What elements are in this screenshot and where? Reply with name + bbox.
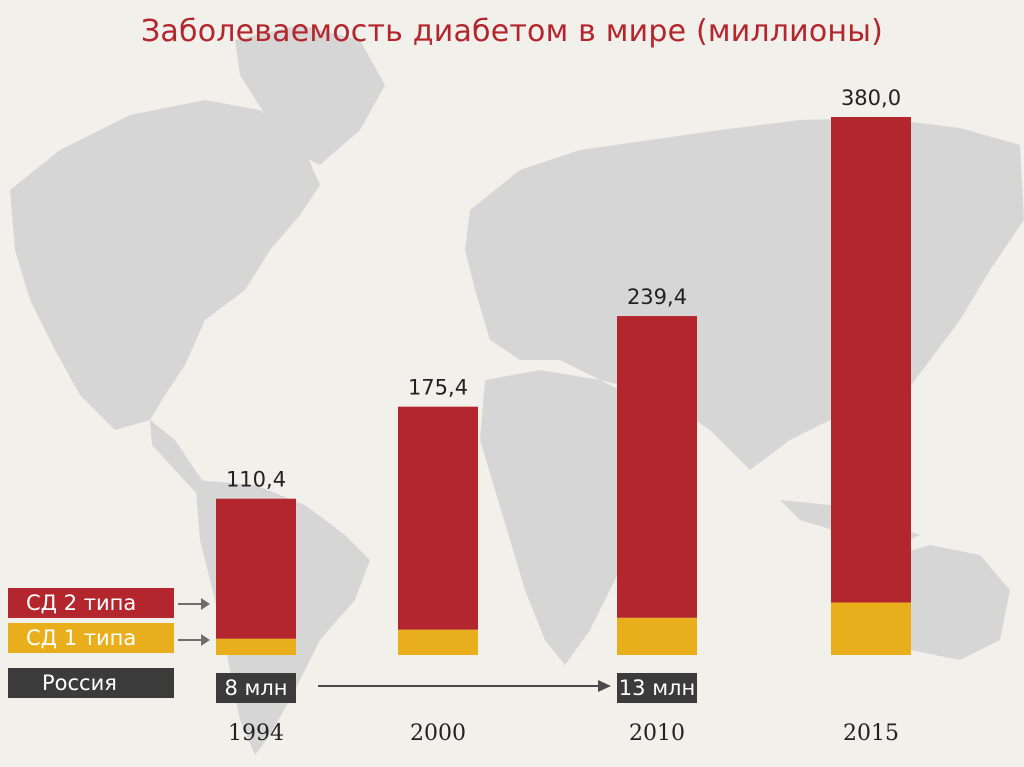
chart-title: Заболеваемость диабетом в мире (миллионы… <box>141 14 883 49</box>
total-label-2015: 380,0 <box>841 86 901 110</box>
year-label-2010: 2010 <box>629 721 685 746</box>
legend-type2: СД 2 типа <box>8 588 174 618</box>
bars-layer <box>216 117 911 655</box>
bar-segment-type2-2000 <box>398 406 478 630</box>
year-label-1994: 1994 <box>228 721 284 746</box>
legend-type2-arrow <box>178 598 210 610</box>
legend-russia-label: Россия <box>42 671 117 695</box>
total-label-1994: 110,4 <box>226 468 286 492</box>
bar-segment-type2-2015 <box>831 117 911 603</box>
bar-segment-type1-2015 <box>831 602 911 655</box>
bar-segment-type1-2000 <box>398 629 478 655</box>
north-america-shape <box>10 100 320 430</box>
australia-shape <box>880 545 1010 660</box>
labels-layer: 110,4 1994 175,4 2000 239,4 2010 380,0 2015 <box>226 86 901 746</box>
bar-segment-type2-2010 <box>617 316 697 618</box>
legend-type1-label: СД 1 типа <box>26 626 137 650</box>
total-label-2010: 239,4 <box>627 285 687 309</box>
year-label-2000: 2000 <box>410 721 466 746</box>
legend-type1-arrow <box>178 634 210 646</box>
greenland-shape <box>235 25 385 165</box>
russia-start-value: 8 млн <box>216 673 296 703</box>
year-label-2015: 2015 <box>843 721 899 746</box>
total-label-2000: 175,4 <box>408 376 468 400</box>
legend-type2-label: СД 2 типа <box>26 591 137 615</box>
bar-segment-type1-1994 <box>216 638 296 655</box>
legend-type1: СД 1 типа <box>8 623 174 653</box>
bar-segment-type1-2010 <box>617 617 697 655</box>
legend-russia: Россия <box>8 668 174 698</box>
central-america-shape <box>150 420 210 495</box>
russia-end-value: 13 млн <box>617 673 697 703</box>
bar-segment-type2-1994 <box>216 498 296 639</box>
